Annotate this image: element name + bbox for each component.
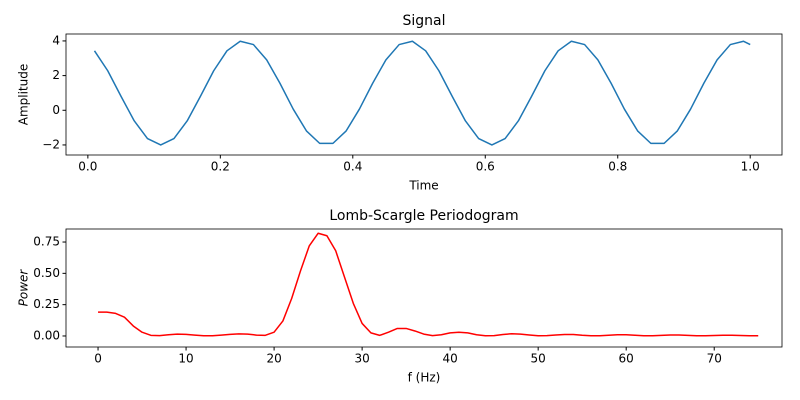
line-series: [98, 232, 759, 337]
chart-title: Signal: [402, 13, 445, 29]
x-tick-label: 0: [94, 352, 102, 366]
x-tick-label: 0.2: [211, 160, 230, 174]
x-tick-label: 70: [707, 352, 722, 366]
x-axis-label: f (Hz): [408, 371, 441, 385]
x-axis-label: Time: [408, 179, 438, 193]
x-tick-label: 1.0: [741, 160, 760, 174]
x-tick-label: 0.8: [608, 160, 627, 174]
x-tick-label: 10: [178, 352, 193, 366]
y-tick-label: 0.00: [33, 328, 60, 342]
x-tick-label: 0.4: [343, 160, 362, 174]
x-tick-label: 60: [619, 352, 634, 366]
x-tick-label: 0.0: [78, 160, 97, 174]
plot-frame: [65, 33, 783, 156]
x-tick-label: 30: [354, 352, 369, 366]
y-tick-label: −2: [42, 137, 60, 151]
y-axis-label: Power: [17, 269, 31, 307]
plot-frame: [65, 228, 783, 348]
x-tick-label: 0.6: [476, 160, 495, 174]
y-tick-label: 2: [52, 68, 60, 82]
x-tick-label: 20: [266, 352, 281, 366]
chart-title: Lomb-Scargle Periodogram: [329, 208, 518, 224]
line-series: [93, 40, 751, 146]
y-axis-label: Amplitude: [17, 64, 31, 126]
y-tick-label: 0.75: [33, 235, 60, 249]
y-tick-label: 0: [52, 103, 60, 117]
y-tick-label: 0.25: [33, 297, 60, 311]
y-tick-label: 0.50: [33, 266, 60, 280]
x-tick-label: 50: [531, 352, 546, 366]
x-tick-label: 40: [443, 352, 458, 366]
y-tick-label: 4: [52, 33, 60, 47]
